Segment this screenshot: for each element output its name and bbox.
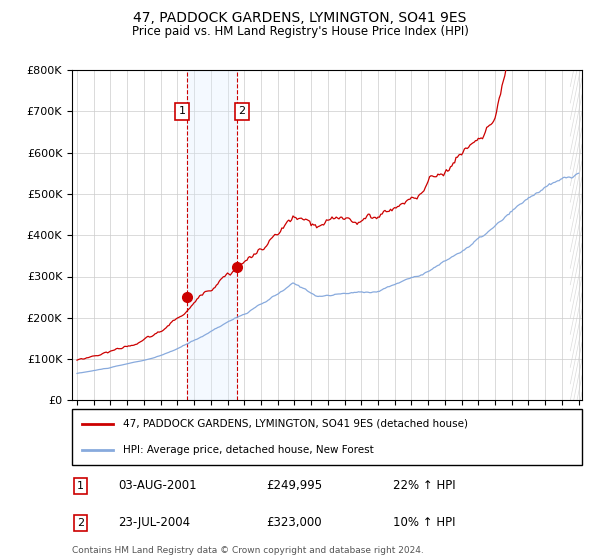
Bar <box>187 70 237 400</box>
Text: 1: 1 <box>179 106 186 116</box>
Text: Price paid vs. HM Land Registry's House Price Index (HPI): Price paid vs. HM Land Registry's House … <box>131 25 469 38</box>
Text: 10% ↑ HPI: 10% ↑ HPI <box>394 516 456 529</box>
Text: 47, PADDOCK GARDENS, LYMINGTON, SO41 9ES (detached house): 47, PADDOCK GARDENS, LYMINGTON, SO41 9ES… <box>123 419 468 429</box>
Text: HPI: Average price, detached house, New Forest: HPI: Average price, detached house, New … <box>123 445 374 455</box>
Text: £323,000: £323,000 <box>266 516 322 529</box>
Text: 23-JUL-2004: 23-JUL-2004 <box>118 516 190 529</box>
Text: 22% ↑ HPI: 22% ↑ HPI <box>394 479 456 492</box>
Text: 2: 2 <box>77 518 84 528</box>
FancyBboxPatch shape <box>72 409 582 465</box>
Text: Contains HM Land Registry data © Crown copyright and database right 2024.: Contains HM Land Registry data © Crown c… <box>72 546 424 555</box>
Text: 1: 1 <box>77 481 84 491</box>
Text: £249,995: £249,995 <box>266 479 322 492</box>
Text: 03-AUG-2001: 03-AUG-2001 <box>118 479 197 492</box>
Text: 2: 2 <box>238 106 245 116</box>
Text: 47, PADDOCK GARDENS, LYMINGTON, SO41 9ES: 47, PADDOCK GARDENS, LYMINGTON, SO41 9ES <box>133 11 467 25</box>
